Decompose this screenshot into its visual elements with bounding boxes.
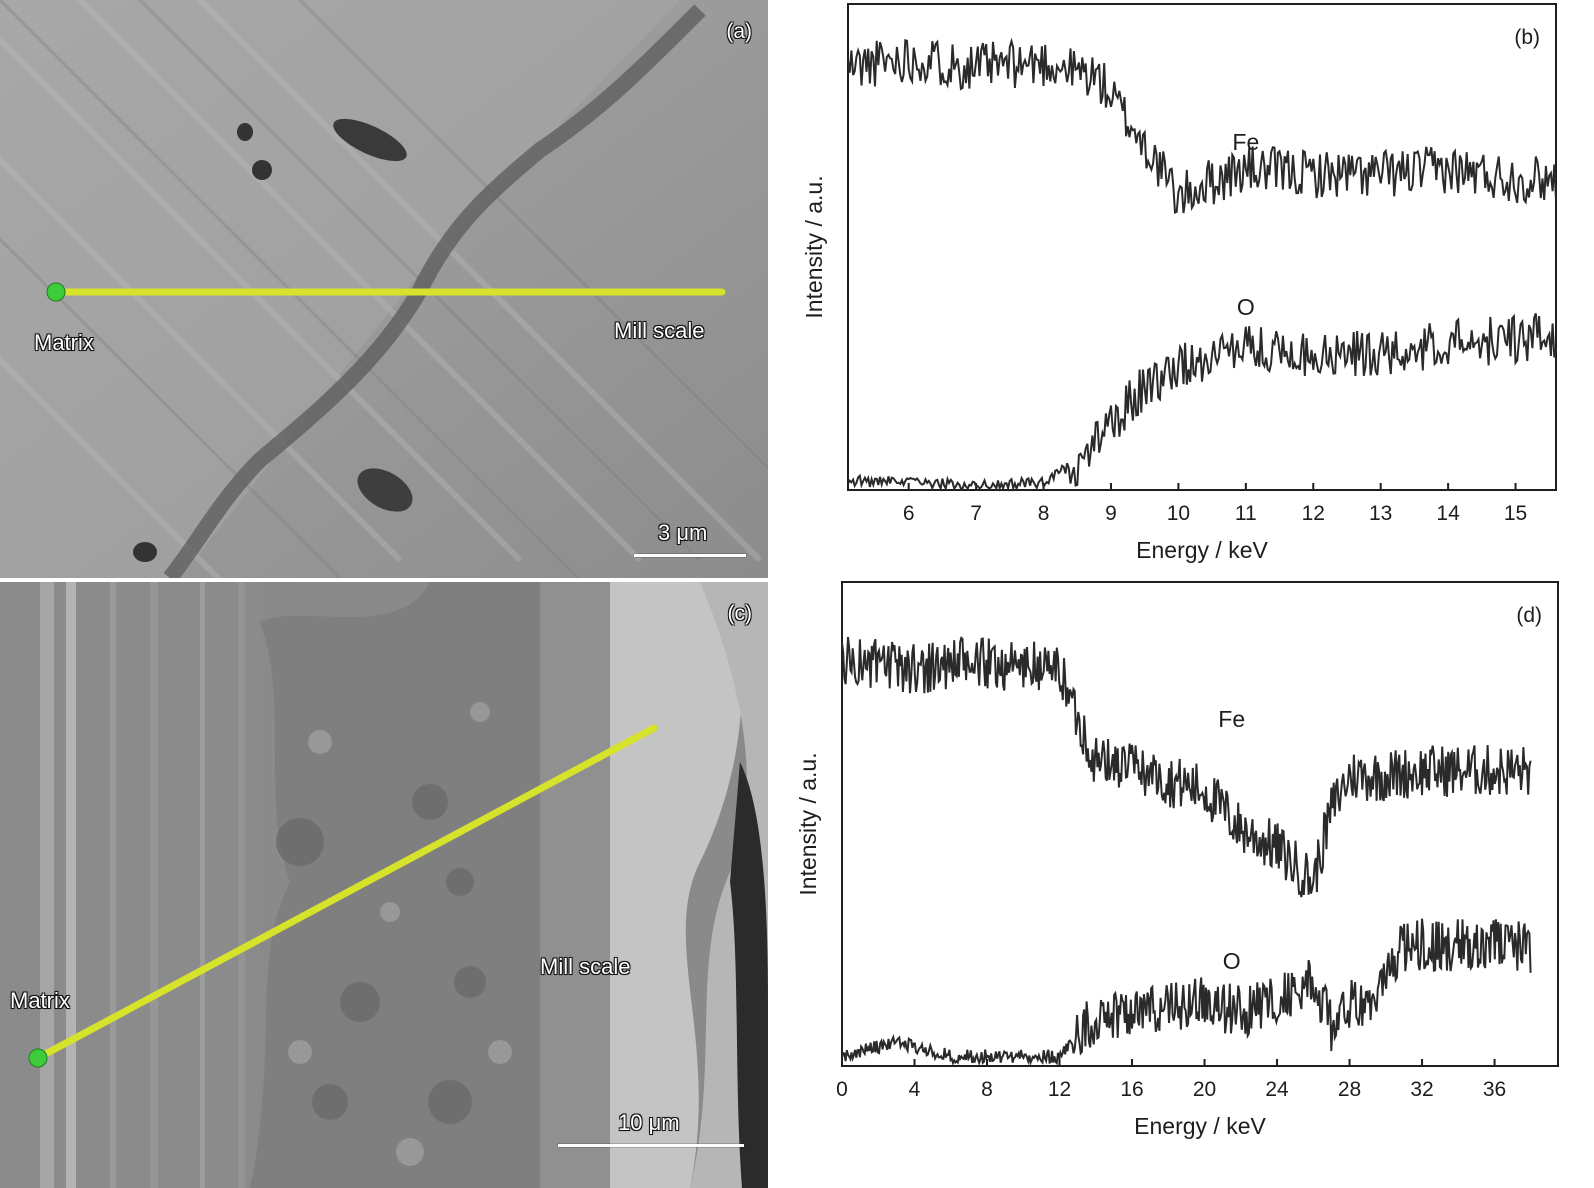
- x-tick-label: 13: [1369, 502, 1392, 525]
- x-tick-label: 8: [981, 1078, 993, 1101]
- x-tick-label: 32: [1410, 1078, 1433, 1101]
- x-tick-label: 8: [1038, 502, 1050, 525]
- x-tick-label: 12: [1048, 1078, 1071, 1101]
- panel-label-a: (a): [726, 20, 752, 43]
- x-tick-label: 14: [1436, 502, 1460, 525]
- chart-svg-b: 6 7 8 9 10 11 12 13 14 15 Energy / keV Intensity / …: [801, 3, 1557, 563]
- x-axis-label: Energy / keV: [1136, 537, 1268, 563]
- x-tick-label: 4: [909, 1078, 921, 1101]
- panel-label-d: (d): [1516, 604, 1542, 627]
- panel-label-c: (c): [727, 602, 753, 625]
- x-tick-label: 10: [1167, 502, 1190, 525]
- chart-d: 0 4 8 12 16 20 24 28 32 36 Energy / keV Intensity /…: [770, 580, 1594, 1188]
- plot-frame: [841, 581, 1559, 1067]
- x-tick-label: 36: [1483, 1078, 1506, 1101]
- y-axis-label: Intensity / a.u.: [801, 175, 827, 318]
- series-label-fe: Fe: [1232, 129, 1259, 155]
- series-line-fe: [847, 37, 1557, 214]
- x-tick-label: 7: [970, 502, 982, 525]
- matrix-label-c: Matrix: [10, 988, 70, 1013]
- matrix-label-a: Matrix: [34, 330, 94, 355]
- x-tick-label: 24: [1265, 1078, 1289, 1101]
- sem-image-c: (c) Matrix Mill scale 10 μm: [0, 582, 768, 1188]
- x-tick-label: 11: [1235, 502, 1257, 525]
- x-tick-label: 0: [836, 1078, 848, 1101]
- panel-label-b: (b): [1514, 26, 1540, 49]
- x-axis-label: Energy / keV: [1134, 1113, 1266, 1139]
- series-label-o: O: [1223, 948, 1241, 974]
- linescan-start-point-a: [46, 282, 66, 302]
- x-tick-label: 16: [1120, 1078, 1143, 1101]
- scale-bar-label-c: 10 μm: [618, 1110, 680, 1135]
- series-label-fe: Fe: [1218, 706, 1245, 732]
- x-tick-label: 9: [1105, 502, 1117, 525]
- series-line-o: [847, 313, 1557, 492]
- linescan-line-c: [34, 724, 658, 1062]
- x-tick-label: 15: [1504, 502, 1527, 525]
- y-axis-label: Intensity / a.u.: [795, 752, 821, 895]
- series-line-o: [841, 918, 1532, 1067]
- scale-bar-label-a: 3 μm: [658, 520, 708, 545]
- linescan-start-point-c: [28, 1048, 48, 1068]
- scale-bar-c: [558, 1144, 744, 1147]
- series-label-o: O: [1237, 294, 1255, 320]
- mill-scale-label-c: Mill scale: [540, 954, 631, 979]
- chart-b: 6 7 8 9 10 11 12 13 14 15 Energy / keV Intensity / …: [770, 0, 1594, 578]
- sem-texture-a: [0, 0, 768, 578]
- plot-frame: [847, 3, 1557, 491]
- x-tick-label: 6: [903, 502, 915, 525]
- x-tick-label: 12: [1302, 502, 1325, 525]
- x-tick-label: 20: [1193, 1078, 1216, 1101]
- sem-image-a: (a) Matrix Mill scale 3 μm: [0, 0, 768, 578]
- chart-svg-d: 0 4 8 12 16 20 24 28 32 36 Energy / keV Intensity /…: [795, 581, 1559, 1139]
- series-line-fe: [841, 636, 1532, 898]
- mill-scale-label-a: Mill scale: [614, 318, 705, 343]
- x-tick-label: 28: [1338, 1078, 1361, 1101]
- scale-bar-a: [634, 554, 746, 557]
- sem-texture-c: [0, 582, 768, 1188]
